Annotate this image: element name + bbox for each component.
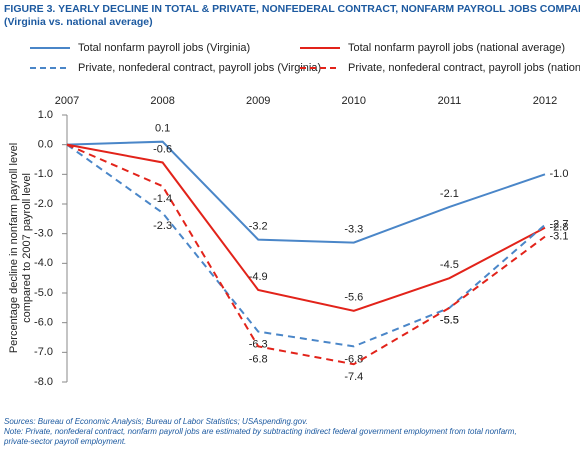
legend-label: Total nonfarm payroll jobs (national ave…	[348, 42, 565, 54]
data-label: -2.7	[550, 219, 569, 231]
y-axis-label: Percentage decline in nonfarm payroll le…	[8, 143, 33, 353]
x-tick-label: 2010	[342, 95, 366, 107]
y-tick-label: -3.0	[34, 228, 53, 240]
data-label: -6.8	[249, 353, 268, 365]
data-label: -5.5	[440, 315, 459, 327]
x-tick-label: 2012	[533, 95, 557, 107]
data-label: -5.6	[344, 292, 363, 304]
y-tick-label: -5.0	[34, 287, 53, 299]
y-tick-label: -4.0	[34, 257, 53, 269]
y-label-line: compared to 2007 payroll level	[21, 173, 33, 323]
y-tick-label: -2.0	[34, 198, 53, 210]
data-label: 0.1	[155, 123, 170, 135]
series-line	[66, 143, 546, 312]
data-label: -1.0	[550, 168, 569, 180]
x-tick-label: 2007	[55, 95, 79, 107]
data-label: -2.3	[153, 220, 172, 232]
source-note: Note: Private, nonfederal contract, nonf…	[4, 427, 517, 436]
y-tick-label: 1.0	[38, 109, 53, 121]
data-label: -3.1	[550, 231, 569, 243]
source-note: Sources: Bureau of Economic Analysis; Bu…	[4, 417, 308, 426]
data-label: -4.9	[249, 271, 268, 283]
y-tick-label: 0.0	[38, 139, 53, 151]
series-line	[66, 140, 546, 244]
y-tick-label: -8.0	[34, 376, 53, 388]
data-label: -0.6	[153, 143, 172, 155]
legend-label: Total nonfarm payroll jobs (Virginia)	[78, 42, 250, 54]
series-line	[66, 143, 546, 348]
data-label: -1.4	[153, 193, 172, 205]
chart-subtitle: (Virginia vs. national average)	[4, 16, 153, 28]
x-tick-label: 2008	[150, 95, 174, 107]
chart-title: FIGURE 3. YEARLY DECLINE IN TOTAL & PRIV…	[4, 3, 580, 15]
data-label: -6.8	[344, 353, 363, 365]
y-tick-label: -1.0	[34, 168, 53, 180]
data-label: -4.5	[440, 259, 459, 271]
legend-label: Private, nonfederal contract, payroll jo…	[348, 62, 580, 74]
data-label: -2.8	[550, 222, 569, 234]
source-note: private-sector payroll employment.	[3, 437, 126, 446]
x-tick-label: 2009	[246, 95, 270, 107]
legend-label: Private, nonfederal contract, payroll jo…	[78, 62, 321, 74]
data-label: -7.4	[344, 371, 363, 383]
data-label: -3.3	[344, 223, 363, 235]
series-line	[66, 143, 546, 366]
data-label: -5.5	[440, 315, 459, 327]
y-tick-label: -6.0	[34, 317, 53, 329]
data-label: -2.1	[440, 188, 459, 200]
data-label: -3.2	[249, 221, 268, 233]
x-tick-label: 2011	[438, 95, 462, 107]
y-label-line: Percentage decline in nonfarm payroll le…	[8, 143, 20, 353]
y-tick-label: -7.0	[34, 346, 53, 358]
